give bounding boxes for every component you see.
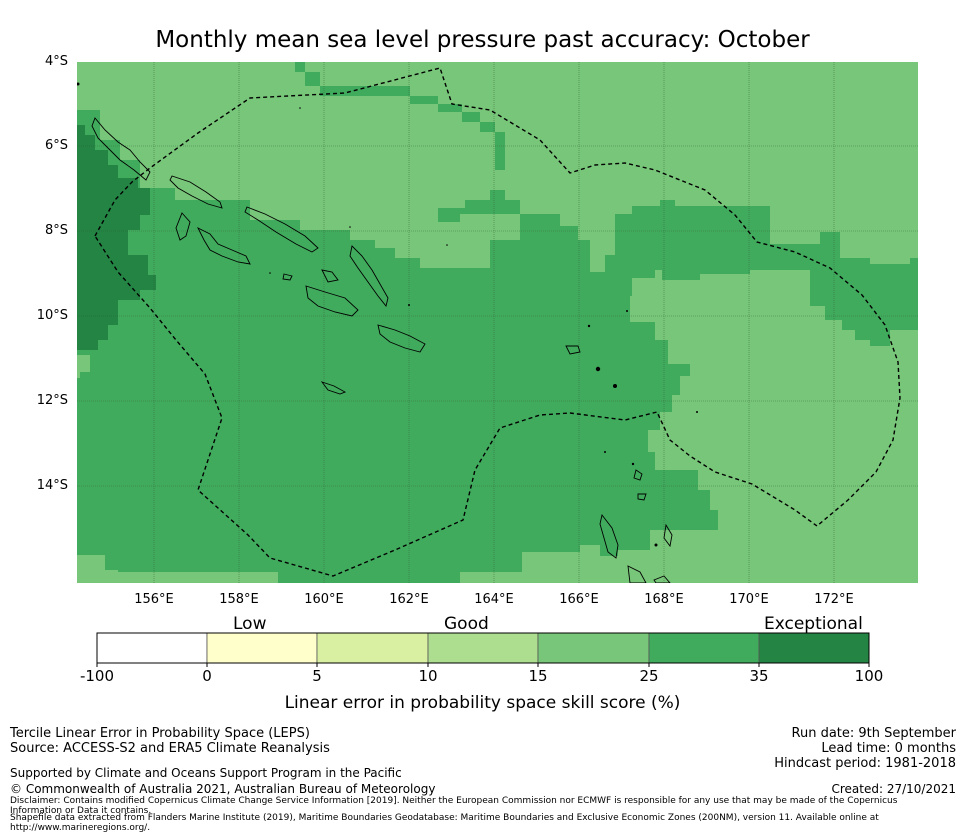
colorbar-tick-label: 35: [749, 667, 769, 685]
lon-label-170e: 170°E: [729, 592, 769, 607]
new-georgia-group: [196, 226, 251, 265]
colorbar-tick-label: -100: [79, 667, 115, 685]
colorbar-segment-15-25: [537, 632, 650, 664]
lat-label-6s: 6°S: [44, 138, 68, 153]
footer-created: Created: 27/10/2021: [831, 782, 956, 796]
malaita-island: [349, 245, 389, 307]
makira-island: [377, 324, 426, 353]
map-gridlines: [77, 62, 918, 583]
colorbar-segment-0-5: [206, 632, 318, 664]
santa-cruz-islands: [565, 345, 581, 355]
lon-label-164e: 164°E: [474, 592, 514, 607]
colorbar-tick-label: 0: [202, 667, 212, 685]
footer-run-date: Run date: 9th September: [791, 726, 956, 741]
colorbar-segment-minus100-0: [96, 632, 208, 664]
bougainville-island: [91, 117, 151, 181]
colorbar-segment-25-35: [648, 632, 760, 664]
colorbar-label: Linear error in probability space skill …: [284, 693, 681, 713]
rennell-island: [320, 381, 347, 395]
colorbar-outline: [96, 632, 870, 664]
footer-source: Source: ACCESS-S2 and ERA5 Climate Reana…: [10, 741, 330, 756]
colorbar-category-exceptional: Exceptional: [764, 614, 863, 634]
guadalcanal-island: [305, 285, 359, 317]
coastlines: [91, 117, 673, 583]
page-title: Monthly mean sea level pressure past acc…: [155, 27, 810, 53]
lon-label-160e: 160°E: [304, 592, 344, 607]
skill-region-15-25-west: [77, 355, 90, 378]
lon-label-172e: 172°E: [814, 592, 854, 607]
colorbar-segment-35-100: [758, 632, 870, 664]
footer-support: Supported by Climate and Oceans Support …: [10, 766, 402, 780]
lat-label-4s: 4°S: [44, 54, 68, 69]
skill-region-15-25-central: [375, 226, 918, 583]
lon-label-156e: 156°E: [134, 592, 174, 607]
santa-isabel-island: [244, 206, 319, 253]
lat-label-14s: 14°S: [36, 478, 68, 493]
lon-label-168e: 168°E: [644, 592, 684, 607]
colorbar-category-low: Low: [233, 614, 267, 634]
colorbar-tick-label: 100: [854, 667, 884, 685]
colorbar-tick-label: 15: [528, 667, 548, 685]
skill-region-15-25-north: [305, 62, 918, 272]
skill-region-25-35: [77, 62, 918, 583]
colorbar-segment-5-10: [316, 632, 429, 664]
footer-copyright: © Commonwealth of Australia 2021, Austra…: [10, 782, 436, 796]
colorbar-tick-label: 25: [639, 667, 659, 685]
lon-label-162e: 162°E: [389, 592, 429, 607]
colorbar-segment-10-15: [427, 632, 539, 664]
eez-boundary-solomon-islands: [94, 67, 901, 577]
footer-method: Tercile Linear Error in Probability Spac…: [10, 726, 310, 741]
lon-label-158e: 158°E: [219, 592, 259, 607]
colorbar: [96, 632, 870, 664]
lat-label-10s: 10°S: [36, 308, 68, 323]
vanuatu-south: [627, 523, 673, 583]
colorbar-tick-label: 10: [418, 667, 438, 685]
footer-hindcast: Hindcast period: 1981-2018: [774, 756, 956, 771]
lat-label-12s: 12°S: [36, 393, 68, 408]
footer-lead-time: Lead time: 0 months: [821, 741, 956, 756]
russell-islands: [282, 273, 293, 281]
vanuatu-banks: [633, 469, 647, 501]
new-georgia-island: [175, 212, 191, 241]
footer-shapefile: Shapefile data extracted from Flanders M…: [10, 813, 879, 833]
lat-label-8s: 8°S: [44, 223, 68, 238]
colorbar-tick-marks: [96, 663, 870, 667]
skill-region-35-100: [77, 125, 156, 350]
footer-disclaimer: Disclaimer: Contains modified Copernicus…: [10, 796, 898, 816]
small-islands: [77, 82, 698, 547]
colorbar-tick-label: 5: [312, 667, 322, 685]
lon-label-166e: 166°E: [559, 592, 599, 607]
choiseul-island: [169, 175, 223, 209]
vanuatu-north: [599, 513, 619, 559]
colorbar-category-good: Good: [444, 614, 489, 634]
florida-islands: [321, 269, 339, 283]
